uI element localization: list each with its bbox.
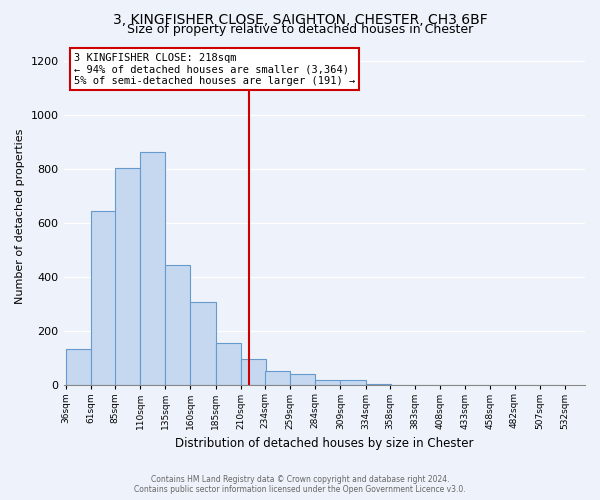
Bar — [241, 359, 266, 386]
Bar — [65, 349, 91, 386]
Bar — [115, 168, 140, 386]
Text: Size of property relative to detached houses in Chester: Size of property relative to detached ho… — [127, 22, 473, 36]
X-axis label: Distribution of detached houses by size in Chester: Distribution of detached houses by size … — [175, 437, 473, 450]
Text: Contains HM Land Registry data © Crown copyright and database right 2024.
Contai: Contains HM Land Registry data © Crown c… — [134, 474, 466, 494]
Bar — [140, 152, 165, 386]
Bar — [315, 380, 340, 386]
Bar — [165, 264, 190, 386]
Text: 3, KINGFISHER CLOSE, SAIGHTON, CHESTER, CH3 6BF: 3, KINGFISHER CLOSE, SAIGHTON, CHESTER, … — [113, 12, 487, 26]
Bar — [190, 302, 215, 386]
Bar — [390, 385, 415, 386]
Bar — [265, 372, 290, 386]
Bar — [365, 384, 391, 386]
Text: 3 KINGFISHER CLOSE: 218sqm
← 94% of detached houses are smaller (3,364)
5% of se: 3 KINGFISHER CLOSE: 218sqm ← 94% of deta… — [74, 52, 355, 86]
Bar — [290, 374, 315, 386]
Y-axis label: Number of detached properties: Number of detached properties — [15, 128, 25, 304]
Bar — [340, 380, 365, 386]
Bar — [91, 211, 116, 386]
Bar — [215, 342, 241, 386]
